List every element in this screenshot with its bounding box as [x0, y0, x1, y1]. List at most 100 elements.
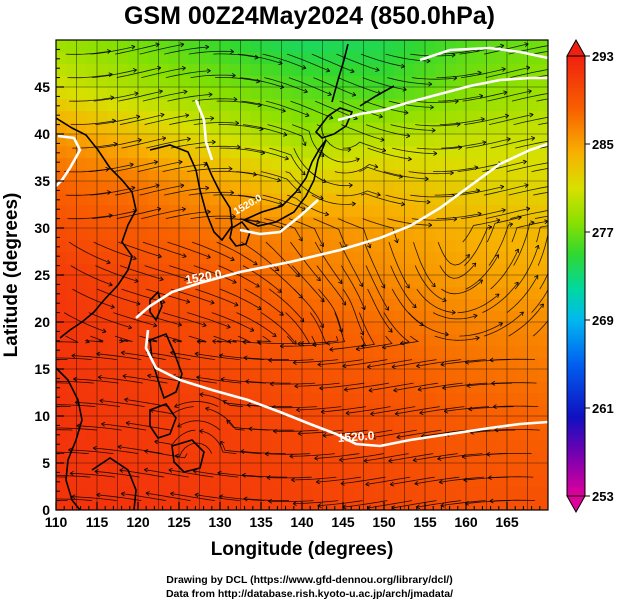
heat-cell [445, 122, 457, 135]
heat-cell [435, 439, 447, 452]
heat-cell [394, 333, 406, 347]
streamline-arrowhead [284, 155, 289, 161]
heat-cell [466, 122, 477, 135]
streamline [457, 293, 500, 313]
heat-cell [476, 98, 488, 112]
colorbar-ramp [566, 55, 586, 497]
heat-cell [97, 98, 108, 112]
heat-cell [189, 451, 201, 464]
streamline-arrowhead [473, 313, 478, 319]
heat-cell [435, 357, 447, 370]
heat-cell [363, 357, 375, 370]
heat-cell [56, 169, 67, 182]
streamline [118, 90, 163, 102]
streamline-arrowhead [482, 140, 487, 146]
heat-cell [455, 75, 467, 88]
streamline [297, 335, 339, 345]
heat-cell [179, 40, 190, 53]
heat-cell [466, 110, 477, 123]
heat-cell [384, 216, 395, 229]
heat-cell [209, 216, 221, 229]
heat-cell [56, 145, 67, 159]
heat-cell [86, 87, 98, 100]
streamline-arrowhead [412, 303, 417, 309]
streamline-arrowhead [125, 420, 130, 426]
heat-cell [271, 463, 283, 476]
streamline-arrowhead [514, 248, 520, 254]
streamline-arrowhead [145, 491, 150, 496]
heat-cell [527, 87, 539, 100]
heat-cell [138, 216, 149, 229]
heat-cell [496, 416, 508, 429]
heat-cell [148, 251, 160, 264]
heat-cell [476, 333, 488, 347]
heat-cell [271, 486, 283, 499]
heat-cell [343, 87, 354, 100]
coast-china [56, 117, 137, 339]
heat-cell [66, 404, 78, 417]
heat-cell [384, 251, 395, 264]
heat-cell [291, 486, 303, 499]
heat-cell [394, 380, 406, 394]
heat-cell [517, 286, 529, 300]
heat-cell [486, 275, 498, 288]
heat-cell [76, 51, 88, 65]
heat-cell [281, 427, 293, 441]
heat-cell [66, 369, 78, 382]
streamline [242, 335, 272, 344]
heat-cell [322, 98, 334, 112]
streamline-arrowhead [69, 470, 74, 476]
streamline [220, 147, 265, 154]
heat-cell [466, 98, 477, 112]
heat-cell [76, 134, 88, 147]
heat-cell [455, 404, 467, 417]
streamline [56, 451, 89, 454]
heat-cell [291, 63, 303, 76]
heat-cell [76, 181, 88, 194]
streamline-arrowhead [393, 387, 398, 393]
heat-cell [445, 251, 457, 264]
heat-cell [107, 404, 119, 417]
heat-cell [66, 392, 78, 405]
heat-cell [179, 404, 190, 417]
heat-cell [363, 263, 375, 276]
heat-cell [56, 181, 67, 194]
heat-cell [517, 380, 529, 394]
heat-cell [466, 228, 477, 241]
heat-cell [373, 169, 385, 182]
heat-cell [353, 51, 365, 65]
heat-cell [76, 75, 88, 88]
heat-cell [168, 392, 180, 405]
heat-cell [66, 251, 78, 264]
heat-cell [158, 251, 170, 264]
heat-cell [291, 498, 303, 510]
heat-cell [86, 134, 98, 147]
heat-cell [76, 369, 88, 382]
streamline [114, 184, 160, 196]
streamline [88, 312, 132, 329]
heat-cell [76, 110, 88, 123]
streamline-arrowhead [182, 253, 187, 258]
heat-cell [138, 345, 149, 358]
heat-cell [271, 40, 283, 53]
heat-cell [138, 369, 149, 382]
streamline [342, 288, 364, 336]
heat-cell [353, 427, 365, 441]
heat-cell [384, 192, 395, 206]
streamline-arrowhead [465, 254, 470, 259]
streamline [414, 265, 447, 302]
streamline-arrowhead [554, 114, 558, 118]
heat-cell [445, 228, 457, 241]
streamline-arrowhead [549, 184, 553, 188]
streamline [219, 495, 265, 501]
heat-cell [86, 416, 98, 429]
heat-cell [250, 75, 262, 88]
heat-cell [220, 451, 231, 464]
streamline [416, 500, 462, 508]
heat-cell [404, 380, 416, 394]
heat-cell [291, 310, 303, 323]
heat-cell [507, 51, 518, 65]
heat-cell [97, 216, 108, 229]
heat-cell [537, 439, 548, 452]
streamline-arrowhead [499, 43, 505, 49]
